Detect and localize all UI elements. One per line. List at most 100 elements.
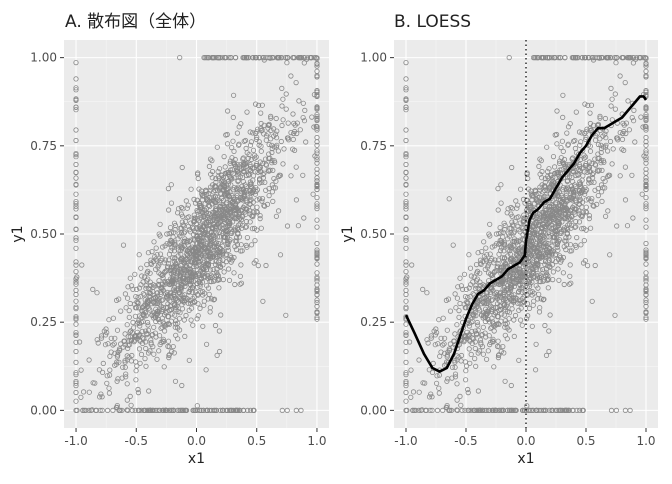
data-point bbox=[172, 324, 178, 330]
data-point bbox=[243, 187, 249, 194]
data-point bbox=[261, 203, 267, 209]
x-tick-label: 0.0 bbox=[187, 434, 206, 448]
data-point bbox=[208, 171, 214, 177]
data-point bbox=[129, 352, 135, 359]
data-point bbox=[230, 138, 236, 144]
data-point bbox=[244, 109, 250, 115]
data-point bbox=[157, 251, 164, 257]
x-tick-label: 0.5 bbox=[247, 434, 266, 448]
data-point bbox=[182, 229, 188, 235]
data-point bbox=[245, 155, 251, 161]
data-point bbox=[171, 248, 177, 254]
data-point bbox=[238, 217, 245, 223]
panel-b: -1.0 -0.5 0.0 0.5 1.0 0.00 0.25 0.50 0.75 1.00 x1 y… bbox=[340, 12, 658, 467]
data-point bbox=[237, 215, 243, 221]
data-point bbox=[238, 121, 244, 127]
data-point bbox=[147, 287, 153, 293]
data-point bbox=[112, 362, 118, 368]
y-tick-label: 0.00 bbox=[360, 403, 387, 417]
data-point bbox=[110, 315, 117, 321]
y-tick-label: 0.75 bbox=[360, 139, 387, 153]
data-point bbox=[254, 197, 260, 203]
data-point bbox=[169, 311, 175, 317]
data-point bbox=[201, 223, 207, 229]
data-point bbox=[106, 317, 112, 323]
data-point bbox=[172, 241, 178, 248]
data-point bbox=[195, 209, 201, 215]
data-point bbox=[205, 198, 211, 204]
data-point bbox=[204, 240, 210, 247]
data-point bbox=[86, 389, 92, 395]
data-point bbox=[164, 268, 170, 274]
data-point bbox=[179, 382, 185, 389]
data-point bbox=[103, 326, 109, 332]
data-point bbox=[180, 239, 186, 245]
data-point bbox=[156, 281, 162, 287]
panel-title: A. 散布図（全体） bbox=[65, 12, 206, 32]
data-point bbox=[171, 229, 177, 235]
data-point bbox=[226, 266, 232, 272]
data-point bbox=[239, 213, 245, 219]
data-point bbox=[280, 161, 286, 167]
data-point bbox=[98, 391, 104, 397]
data-point bbox=[158, 325, 164, 331]
data-point bbox=[116, 296, 122, 302]
data-point bbox=[124, 322, 130, 328]
data-point bbox=[247, 161, 253, 168]
data-point bbox=[187, 229, 193, 235]
data-point bbox=[281, 146, 287, 152]
data-point bbox=[205, 285, 212, 291]
data-point bbox=[161, 339, 167, 345]
data-point bbox=[237, 281, 243, 287]
data-point bbox=[214, 271, 220, 277]
data-point bbox=[252, 191, 258, 197]
data-point bbox=[124, 381, 130, 387]
data-point bbox=[191, 237, 198, 243]
data-point bbox=[182, 280, 188, 286]
data-point bbox=[258, 110, 264, 116]
data-point bbox=[151, 239, 157, 245]
data-point bbox=[166, 352, 172, 358]
data-point bbox=[234, 242, 241, 248]
data-point bbox=[217, 257, 223, 263]
data-point bbox=[246, 152, 252, 158]
data-point bbox=[197, 215, 203, 221]
data-point bbox=[170, 343, 176, 350]
data-point bbox=[172, 296, 178, 302]
data-point bbox=[180, 222, 186, 228]
x-tick-label: 1.0 bbox=[307, 434, 326, 448]
data-point bbox=[242, 182, 248, 188]
data-point bbox=[171, 267, 177, 273]
data-point bbox=[152, 330, 158, 336]
data-point bbox=[200, 209, 206, 215]
x-axis-title: x1 bbox=[517, 451, 534, 467]
data-point bbox=[122, 331, 128, 337]
data-point bbox=[171, 280, 178, 286]
data-point bbox=[259, 102, 265, 108]
data-point bbox=[271, 158, 277, 164]
data-point bbox=[190, 282, 196, 288]
data-point bbox=[132, 271, 138, 277]
data-point bbox=[225, 247, 232, 253]
data-point bbox=[163, 309, 169, 316]
data-point bbox=[181, 257, 187, 263]
data-point bbox=[250, 214, 256, 220]
data-point bbox=[132, 313, 138, 319]
x-tick-label: -1.0 bbox=[394, 434, 417, 448]
data-point bbox=[73, 389, 79, 396]
data-point bbox=[244, 172, 250, 179]
data-point bbox=[135, 299, 141, 306]
data-point bbox=[120, 364, 126, 370]
data-point bbox=[206, 291, 212, 297]
x-tick-label: 1.0 bbox=[636, 434, 655, 448]
data-point bbox=[122, 291, 129, 297]
data-point bbox=[252, 155, 258, 161]
data-point bbox=[237, 162, 243, 168]
x-tick-label: -0.5 bbox=[125, 434, 148, 448]
data-point bbox=[104, 373, 110, 379]
data-point bbox=[200, 192, 206, 198]
data-point bbox=[159, 281, 165, 288]
data-point bbox=[212, 261, 219, 268]
data-point bbox=[215, 277, 221, 283]
